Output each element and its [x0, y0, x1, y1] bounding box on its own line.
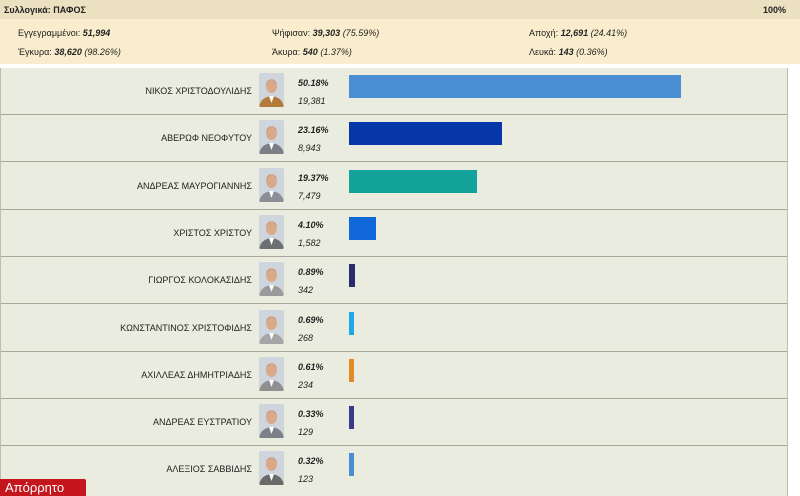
candidate-name: ΑΝΔΡΕΑΣ ΜΑΥΡΟΓΙΑΝΝΗΣ [137, 181, 252, 191]
candidate-percent: 0.69% [298, 315, 324, 325]
candidate-percent: 50.18% [298, 78, 329, 88]
classified-tag: Απόρρητο [0, 479, 86, 496]
stat-blank: Λευκά: 143 (0.36%) [529, 47, 608, 57]
counted-percent: 100% [762, 4, 786, 15]
candidate-photo-icon [259, 215, 284, 249]
candidate-votes: 234 [298, 380, 314, 390]
candidate-photo-icon [259, 404, 284, 438]
candidate-row: ΚΩΝΣΤΑΝΤΙΝΟΣ ΧΡΙΣΤΟΦΙΔΗΣ 0.69% 268 [1, 305, 787, 352]
candidate-name: ΝΙΚΟΣ ΧΡΙΣΤΟΔΟΥΛΙΔΗΣ [145, 86, 252, 96]
candidate-votes: 8,943 [298, 143, 321, 153]
candidate-name: ΧΡΙΣΤΟΣ ΧΡΙΣΤΟΥ [173, 228, 252, 238]
candidate-percent: 23.16% [298, 125, 329, 135]
candidate-row: ΝΙΚΟΣ ΧΡΙΣΤΟΔΟΥΛΙΔΗΣ 50.18% 19,381 [1, 68, 787, 115]
candidate-percent: 0.33% [298, 409, 324, 419]
candidate-row: ΑΒΕΡΩΦ ΝΕΟΦΥΤΟΥ 23.16% 8,943 [1, 115, 787, 162]
vote-share-bar [349, 359, 354, 382]
candidate-votes: 7,479 [298, 191, 321, 201]
vote-share-bar [349, 217, 376, 240]
candidate-percent: 19.37% [298, 173, 329, 183]
candidate-name: ΑΧΙΛΛΕΑΣ ΔΗΜΗΤΡΙΑΔΗΣ [141, 370, 252, 380]
vote-share-bar [349, 122, 502, 145]
candidate-photo-icon [259, 120, 284, 154]
candidate-percent: 0.89% [298, 267, 324, 277]
candidate-name: ΑΛΕΞΙΟΣ ΣΑΒΒΙΔΗΣ [166, 464, 252, 474]
vote-share-bar [349, 264, 355, 287]
candidate-row: ΓΙΩΡΓΟΣ ΚΟΛΟΚΑΣΙΔΗΣ 0.89% 342 [1, 257, 787, 304]
vote-share-bar [349, 312, 354, 335]
candidate-photo-icon [259, 357, 284, 391]
candidate-row: ΧΡΙΣΤΟΣ ΧΡΙΣΤΟΥ 4.10% 1,582 [1, 210, 787, 257]
vote-share-bar [349, 75, 681, 98]
candidate-votes: 342 [298, 285, 314, 295]
stat-invalid: Άκυρα: 540 (1.37%) [272, 47, 352, 57]
candidate-name: ΓΙΩΡΓΟΣ ΚΟΛΟΚΑΣΙΔΗΣ [148, 275, 252, 285]
stat-abstention: Αποχή: 12,691 (24.41%) [529, 28, 628, 38]
vote-share-bar [349, 170, 477, 193]
candidate-photo-icon [259, 451, 284, 485]
candidate-percent: 4.10% [298, 220, 324, 230]
district-title: Συλλογικά: ΠΑΦΟΣ [4, 4, 86, 15]
candidate-votes: 1,582 [298, 238, 321, 248]
candidate-votes: 268 [298, 333, 314, 343]
candidate-row: ΑΝΔΡΕΑΣ ΕΥΣΤΡΑΤΙΟΥ 0.33% 129 [1, 399, 787, 446]
candidate-photo-icon [259, 168, 284, 202]
turnout-stats: Εγγεγραμμένοι: 51,994 Ψήφισαν: 39,303 (7… [0, 19, 800, 64]
candidate-percent: 0.32% [298, 456, 324, 466]
vote-share-bar [349, 406, 354, 429]
candidate-votes: 19,381 [298, 96, 326, 106]
stat-registered: Εγγεγραμμένοι: 51,994 [18, 28, 111, 38]
candidate-row: ΑΧΙΛΛΕΑΣ ΔΗΜΗΤΡΙΑΔΗΣ 0.61% 234 [1, 352, 787, 399]
vote-share-bar [349, 453, 354, 476]
candidate-votes: 123 [298, 474, 314, 484]
candidate-photo-icon [259, 310, 284, 344]
candidate-name: ΑΝΔΡΕΑΣ ΕΥΣΤΡΑΤΙΟΥ [152, 417, 252, 427]
candidate-photo-icon [259, 262, 284, 296]
candidate-photo-icon [259, 73, 284, 107]
candidate-percent: 0.61% [298, 362, 324, 372]
candidate-votes: 129 [298, 427, 314, 437]
candidate-name: ΑΒΕΡΩΦ ΝΕΟΦΥΤΟΥ [161, 133, 252, 143]
candidate-row: ΑΛΕΞΙΟΣ ΣΑΒΒΙΔΗΣ 0.32% 123 [1, 446, 787, 493]
candidate-row: ΑΝΔΡΕΑΣ ΜΑΥΡΟΓΙΑΝΝΗΣ 19.37% 7,479 [1, 163, 787, 210]
district-header: Συλλογικά: ΠΑΦΟΣ 100% [0, 0, 800, 19]
stat-voted: Ψήφισαν: 39,303 (75.59%) [272, 28, 380, 38]
candidate-name: ΚΩΝΣΤΑΝΤΙΝΟΣ ΧΡΙΣΤΟΦΙΔΗΣ [120, 323, 252, 333]
results-list: ΝΙΚΟΣ ΧΡΙΣΤΟΔΟΥΛΙΔΗΣ 50.18% 19,381 ΑΒΕΡΩΦ Ν… [0, 68, 788, 496]
stat-valid: Έγκυρα: 38,620 (98.26%) [18, 47, 121, 57]
